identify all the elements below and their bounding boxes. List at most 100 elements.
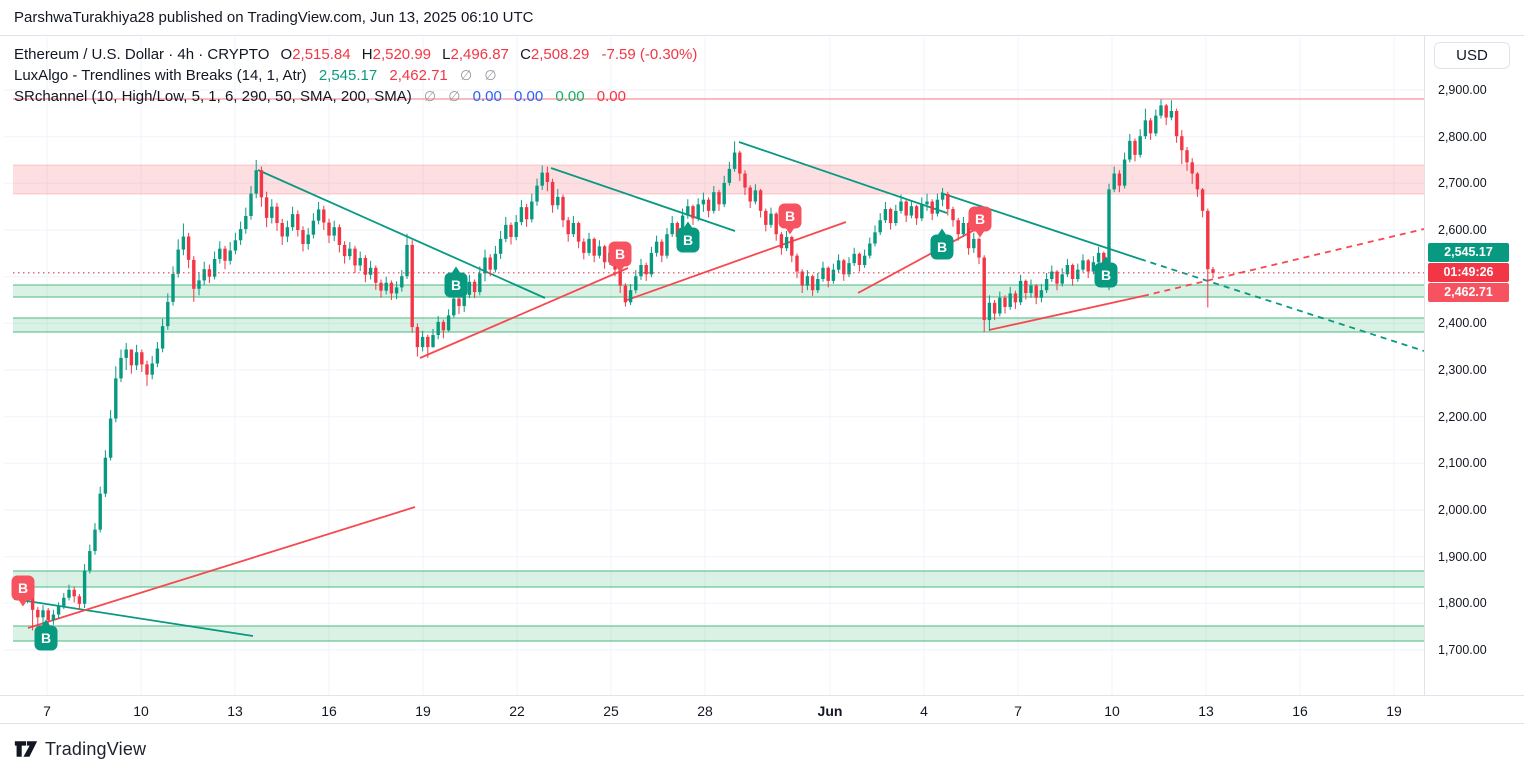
time-axis-label: 4 [920,703,928,719]
time-axis-label: 10 [1104,703,1120,719]
time-axis-label: 19 [415,703,431,719]
trendline-upper-price-badge: 2,545.17 [1428,242,1509,262]
luxalgo-indicator-title: LuxAlgo - Trendlines with Breaks (14, 1,… [14,67,307,84]
srchannel-value-2: 0.00 [514,88,544,105]
price-axis-label: 2,700.00 [1438,175,1487,190]
bullish-break-label [444,272,468,298]
tradingview-brand-text: TradingView [45,738,147,759]
srchannel-value-1: 0.00 [472,88,502,105]
tradingview-footer[interactable]: TradingView [14,736,146,762]
close-label: C [520,46,531,63]
price-axis-label: 2,100.00 [1438,455,1487,470]
svg-text:B: B [451,277,461,293]
srchannel-ghost-icon-1[interactable]: ∅ [423,88,437,104]
price-axis-label: 2,200.00 [1438,409,1487,424]
time-axis-label: 13 [227,703,243,719]
support-zone-4 [13,626,1424,641]
down-trendline-extension [1139,258,1425,352]
bullish-break-label [930,234,954,260]
luxalgo-lower-value: 2,462.71 [389,67,448,84]
svg-text:B: B [18,580,28,596]
chart-legend: Ethereum / U.S. Dollar · 4h · CRYPTO O2,… [14,44,697,107]
high-label: H [361,46,373,63]
close-value: 2,508.29 [530,46,590,63]
legend-luxalgo-row[interactable]: LuxAlgo - Trendlines with Breaks (14, 1,… [14,65,697,86]
high-value: 2,520.99 [372,46,431,63]
price-axis-label: 2,600.00 [1438,222,1487,237]
bar-close-countdown-badge: 01:49:26 [1428,262,1509,282]
svg-text:B: B [41,630,51,646]
publish-header-text: ParshwaTurakhiya28 published on TradingV… [14,9,534,26]
svg-text:B: B [615,246,625,262]
price-axis-label: 2,400.00 [1438,315,1487,330]
symbol-title: Ethereum / U.S. Dollar · 4h · CRYPTO [14,46,270,63]
open-label: O [280,46,293,63]
svg-text:B: B [937,239,947,255]
price-axis-label: 1,800.00 [1438,595,1487,610]
low-label: L [442,46,451,63]
time-axis-label: 19 [1386,703,1402,719]
time-axis-separator [0,695,1524,696]
open-value: 2,515.84 [292,46,351,63]
down-trendline [940,192,1141,260]
up-trendline [626,221,847,301]
srchannel-value-3: 0.00 [555,88,585,105]
bullish-break-label [34,625,58,651]
time-axis-label: 16 [1292,703,1308,719]
change-value: -7.59 (-0.30%) [601,46,698,63]
support-zone-2 [13,318,1424,332]
time-axis-label: 22 [509,703,525,719]
up-trendline-extension [1142,228,1425,297]
support-zone-1 [13,285,1424,297]
bullish-break-label [676,227,700,253]
time-axis-label: 25 [603,703,619,719]
low-value: 2,496.87 [450,46,509,63]
down-trendline [13,598,254,637]
svg-text:B: B [683,232,693,248]
svg-text:B: B [975,211,985,227]
time-axis-label: 10 [133,703,149,719]
price-axis-label: 1,900.00 [1438,549,1487,564]
time-axis-label: 16 [321,703,337,719]
srchannel-ghost-icon-2[interactable]: ∅ [448,88,461,104]
time-axis-label: 7 [43,703,51,719]
time-axis-label: 28 [697,703,713,719]
down-trendline [550,167,736,232]
up-trendline [27,506,416,629]
luxalgo-ghost-icon-1[interactable]: ∅ [459,67,473,83]
bearish-break-label [778,203,802,229]
svg-text:B: B [785,208,795,224]
publish-header: ParshwaTurakhiya28 published on TradingV… [0,0,1524,36]
time-axis-label: 7 [1014,703,1022,719]
price-axis-label: 2,000.00 [1438,502,1487,517]
trendline-lower-price-badge: 2,462.71 [1428,282,1509,302]
chart-card-bottom-border [0,723,1524,724]
down-trendline [738,141,948,214]
down-trendline [257,169,546,299]
bullish-break-label [1094,262,1118,288]
legend-symbol-row[interactable]: Ethereum / U.S. Dollar · 4h · CRYPTO O2,… [14,44,697,65]
legend-srchannel-row[interactable]: SRchannel (10, High/Low, 5, 1, 6, 290, 5… [14,86,697,107]
resistance-zone [13,165,1424,194]
price-axis-label: 2,900.00 [1438,82,1487,97]
luxalgo-upper-value: 2,545.17 [318,67,378,84]
bearish-break-label [968,206,992,232]
currency-toggle-button[interactable]: USD [1434,42,1510,69]
srchannel-indicator-title: SRchannel (10, High/Low, 5, 1, 6, 290, 5… [14,88,412,105]
price-axis-label: 2,300.00 [1438,362,1487,377]
price-axis-label: 2,800.00 [1438,129,1487,144]
bearish-break-label [608,241,632,267]
srchannel-value-4: 0.00 [596,88,626,105]
up-trendline [857,226,981,294]
time-axis-label: 13 [1198,703,1214,719]
time-axis-label: Jun [817,703,843,719]
svg-text:B: B [1101,267,1111,283]
tradingview-logo-icon [14,741,38,757]
up-trendline [988,295,1144,331]
bearish-break-label [11,575,35,601]
price-axis-separator [1424,36,1425,696]
luxalgo-ghost-icon-2[interactable]: ∅ [484,67,497,83]
support-zone-3 [13,571,1424,587]
